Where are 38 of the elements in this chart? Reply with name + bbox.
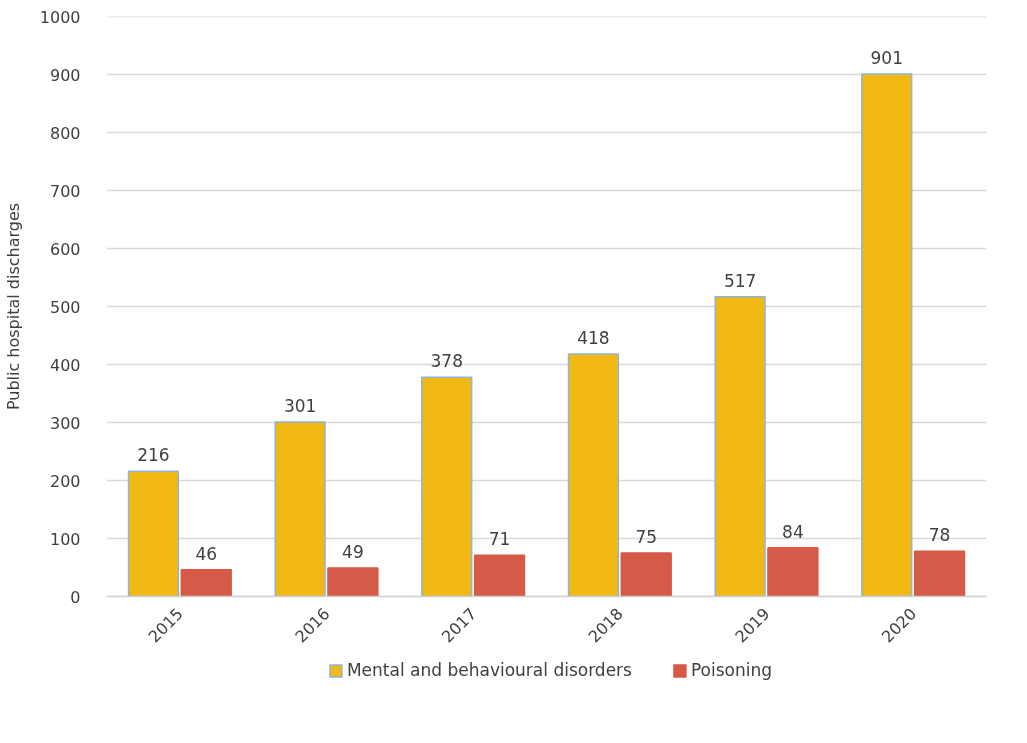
- y-axis-title: Public hospital discharges: [3, 202, 23, 411]
- y-tick-label: 0: [70, 587, 81, 607]
- y-tick-label: 900: [49, 65, 81, 85]
- data-label: 49: [342, 542, 364, 563]
- bar: [127, 470, 180, 597]
- data-label: 75: [635, 527, 658, 547]
- y-tick-label: 1000: [39, 7, 81, 27]
- data-label: 78: [928, 525, 951, 546]
- data-label: 418: [577, 328, 610, 349]
- y-tick-label: 200: [49, 471, 81, 491]
- bar: [861, 73, 913, 597]
- bar: [274, 421, 326, 597]
- bar: [473, 554, 526, 597]
- legend-label: Poisoning: [690, 660, 773, 680]
- data-label: 84: [782, 521, 804, 542]
- bar: [421, 376, 473, 597]
- y-tick-label: 600: [49, 239, 81, 259]
- data-label: 46: [195, 543, 218, 564]
- bar: [714, 295, 766, 597]
- bar: [327, 567, 379, 597]
- data-label: 901: [870, 47, 903, 68]
- bar: [567, 353, 620, 597]
- data-label: 216: [137, 445, 170, 466]
- bar: [767, 547, 819, 597]
- data-label: 517: [723, 270, 757, 291]
- y-tick-label: 700: [49, 181, 81, 201]
- y-tick-label: 500: [49, 297, 81, 317]
- bar: [620, 552, 672, 597]
- legend-label: Mental and behavioural disorders: [346, 660, 632, 680]
- bar: [913, 550, 966, 597]
- bar: [180, 569, 232, 597]
- data-label: 301: [283, 395, 317, 416]
- data-label: 378: [430, 351, 463, 372]
- y-tick-label: 100: [49, 529, 81, 549]
- y-tick-label: 800: [49, 123, 81, 143]
- data-label: 71: [488, 529, 511, 550]
- y-tick-label: 400: [49, 355, 81, 375]
- y-tick-label: 300: [49, 413, 81, 433]
